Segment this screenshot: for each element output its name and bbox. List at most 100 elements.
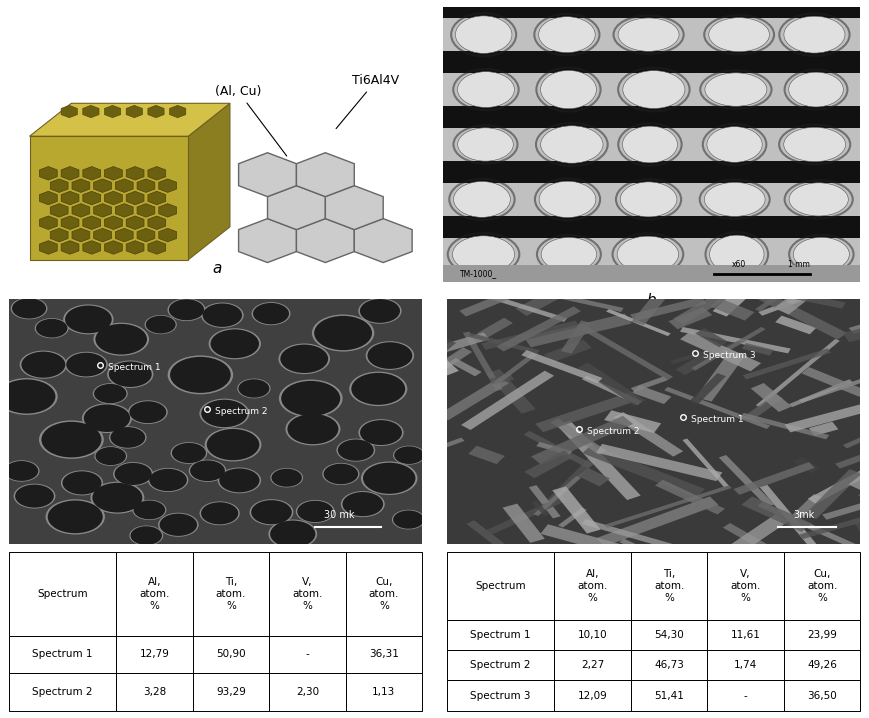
Text: -: -	[306, 649, 309, 659]
Polygon shape	[30, 103, 230, 136]
Circle shape	[210, 330, 259, 358]
Polygon shape	[527, 287, 624, 312]
Circle shape	[249, 499, 294, 526]
Polygon shape	[239, 218, 296, 263]
Polygon shape	[502, 503, 545, 543]
Polygon shape	[126, 216, 144, 230]
Circle shape	[201, 302, 243, 328]
Bar	[784, 552, 860, 620]
Circle shape	[282, 381, 341, 416]
Text: Spectrum: Spectrum	[37, 589, 88, 599]
Polygon shape	[496, 307, 581, 352]
Bar	[784, 620, 860, 650]
Polygon shape	[668, 307, 713, 329]
Ellipse shape	[706, 126, 762, 162]
Ellipse shape	[789, 73, 843, 107]
Circle shape	[204, 428, 262, 462]
Circle shape	[393, 446, 425, 465]
Ellipse shape	[457, 72, 514, 108]
Polygon shape	[655, 480, 725, 515]
Text: Al,
atom.
%: Al, atom. %	[577, 569, 607, 602]
Bar	[554, 620, 631, 650]
Circle shape	[251, 500, 292, 524]
Polygon shape	[557, 421, 640, 500]
Circle shape	[149, 469, 187, 491]
Polygon shape	[808, 456, 869, 504]
Polygon shape	[39, 241, 57, 254]
Polygon shape	[755, 248, 846, 312]
Circle shape	[48, 500, 103, 533]
Polygon shape	[325, 186, 383, 230]
Polygon shape	[492, 353, 537, 386]
Polygon shape	[541, 524, 623, 554]
Polygon shape	[515, 261, 614, 316]
Bar	[447, 620, 554, 650]
Ellipse shape	[617, 236, 679, 272]
Polygon shape	[578, 363, 645, 406]
Circle shape	[22, 352, 65, 378]
Circle shape	[358, 298, 401, 324]
Polygon shape	[758, 502, 865, 551]
Polygon shape	[169, 106, 186, 118]
Text: Ti6Al4V: Ti6Al4V	[336, 74, 400, 129]
Text: (Al, Cu): (Al, Cu)	[216, 85, 287, 156]
Polygon shape	[83, 106, 99, 118]
Polygon shape	[780, 290, 846, 309]
Polygon shape	[148, 216, 166, 230]
Bar	[447, 552, 554, 620]
Polygon shape	[424, 350, 459, 376]
Polygon shape	[673, 290, 732, 325]
Circle shape	[392, 510, 425, 529]
Circle shape	[96, 447, 126, 465]
Circle shape	[39, 420, 103, 459]
Polygon shape	[630, 297, 706, 321]
Polygon shape	[675, 345, 726, 376]
Polygon shape	[116, 204, 133, 217]
Circle shape	[109, 426, 147, 449]
Polygon shape	[159, 179, 176, 192]
Polygon shape	[159, 204, 176, 217]
Polygon shape	[756, 339, 839, 407]
Polygon shape	[791, 494, 823, 520]
Circle shape	[144, 315, 176, 334]
Bar	[30, 136, 189, 260]
Polygon shape	[544, 340, 592, 363]
Ellipse shape	[705, 73, 766, 106]
Bar	[193, 635, 269, 673]
Circle shape	[95, 447, 127, 466]
Circle shape	[338, 439, 374, 461]
Bar	[443, 271, 860, 293]
Polygon shape	[524, 314, 632, 348]
Polygon shape	[50, 228, 68, 242]
Circle shape	[281, 345, 328, 373]
Polygon shape	[296, 218, 355, 263]
Circle shape	[15, 485, 54, 508]
Circle shape	[341, 491, 385, 517]
Polygon shape	[460, 287, 524, 317]
Circle shape	[83, 404, 130, 432]
Polygon shape	[449, 358, 481, 376]
Polygon shape	[137, 204, 155, 217]
Circle shape	[351, 373, 405, 405]
Text: 23,99: 23,99	[807, 630, 837, 640]
Circle shape	[45, 499, 105, 534]
Polygon shape	[696, 350, 746, 401]
Text: Spectrum: Spectrum	[475, 581, 526, 591]
Bar	[631, 681, 707, 711]
Circle shape	[238, 379, 269, 398]
Bar	[443, 161, 860, 183]
Circle shape	[129, 401, 166, 423]
Polygon shape	[620, 538, 684, 569]
Circle shape	[349, 372, 408, 406]
Polygon shape	[467, 521, 548, 581]
Text: Ti,
atom.
%: Ti, atom. %	[653, 569, 684, 602]
Circle shape	[10, 297, 48, 320]
Polygon shape	[691, 327, 766, 370]
Text: TM-1000_: TM-1000_	[460, 269, 497, 278]
Polygon shape	[606, 309, 671, 336]
Polygon shape	[148, 241, 166, 254]
Polygon shape	[94, 204, 111, 217]
Polygon shape	[159, 228, 176, 242]
Circle shape	[64, 352, 108, 378]
Polygon shape	[239, 153, 296, 197]
